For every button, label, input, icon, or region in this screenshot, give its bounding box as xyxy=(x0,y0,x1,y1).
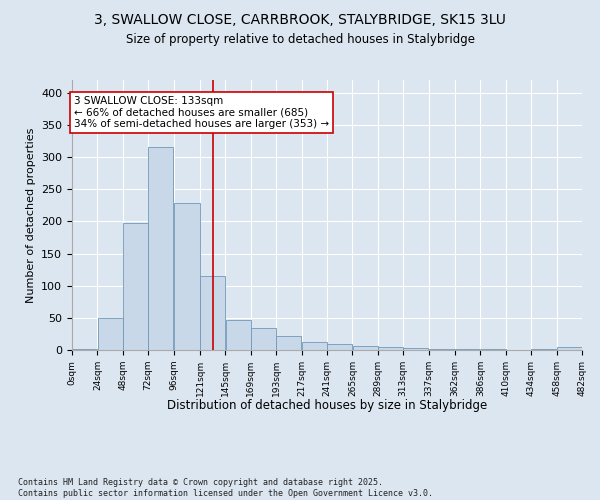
Bar xyxy=(378,347,403,350)
Bar xyxy=(72,348,97,350)
X-axis label: Distribution of detached houses by size in Stalybridge: Distribution of detached houses by size … xyxy=(167,399,487,412)
Bar xyxy=(200,276,225,350)
Text: 3, SWALLOW CLOSE, CARRBROOK, STALYBRIDGE, SK15 3LU: 3, SWALLOW CLOSE, CARRBROOK, STALYBRIDGE… xyxy=(94,12,506,26)
Bar xyxy=(455,348,480,350)
Bar xyxy=(557,347,582,350)
Bar xyxy=(302,342,327,350)
Bar xyxy=(251,328,276,350)
Bar xyxy=(277,336,301,350)
Text: Size of property relative to detached houses in Stalybridge: Size of property relative to detached ho… xyxy=(125,32,475,46)
Text: Contains HM Land Registry data © Crown copyright and database right 2025.
Contai: Contains HM Land Registry data © Crown c… xyxy=(18,478,433,498)
Bar xyxy=(98,318,122,350)
Bar xyxy=(148,147,173,350)
Bar xyxy=(532,348,556,350)
Bar xyxy=(403,348,428,350)
Bar xyxy=(123,224,148,350)
Y-axis label: Number of detached properties: Number of detached properties xyxy=(26,128,35,302)
Bar xyxy=(429,348,455,350)
Text: 3 SWALLOW CLOSE: 133sqm
← 66% of detached houses are smaller (685)
34% of semi-d: 3 SWALLOW CLOSE: 133sqm ← 66% of detache… xyxy=(74,96,329,130)
Bar xyxy=(327,344,352,350)
Bar xyxy=(353,346,377,350)
Bar xyxy=(226,320,251,350)
Bar xyxy=(174,204,200,350)
